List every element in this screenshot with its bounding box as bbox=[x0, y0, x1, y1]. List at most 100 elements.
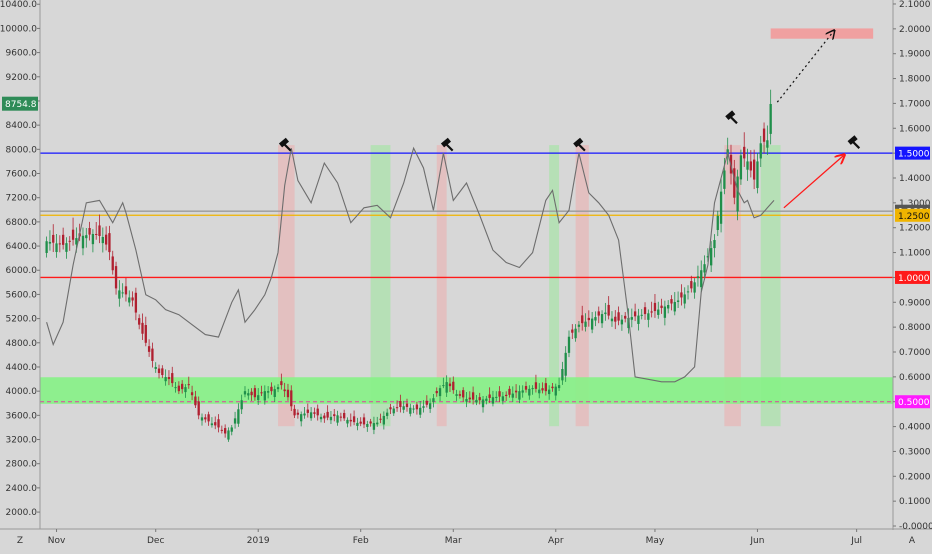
left-tick-label: 5600.0 bbox=[6, 290, 38, 300]
candle bbox=[356, 422, 359, 426]
candle bbox=[524, 386, 528, 390]
candle bbox=[128, 297, 131, 303]
candle bbox=[316, 408, 319, 416]
candle bbox=[346, 419, 349, 424]
candle bbox=[111, 256, 114, 271]
candle bbox=[759, 143, 762, 159]
candle bbox=[319, 416, 323, 420]
right-level-badge-label: 1.2500 bbox=[898, 212, 930, 222]
candle bbox=[693, 282, 696, 293]
candle bbox=[223, 428, 227, 434]
candle bbox=[690, 281, 693, 289]
candle bbox=[670, 299, 673, 304]
candle bbox=[91, 233, 95, 245]
candle bbox=[207, 414, 210, 422]
right-tick-label: 1.6000 bbox=[899, 124, 931, 134]
candle bbox=[144, 325, 147, 343]
candle bbox=[438, 388, 442, 397]
candle bbox=[200, 417, 204, 421]
candle bbox=[657, 309, 660, 315]
left-tick-label: 2400.0 bbox=[6, 484, 38, 494]
candle bbox=[471, 392, 475, 400]
candle bbox=[571, 329, 574, 333]
candle bbox=[217, 419, 220, 428]
left-tick-label: 2800.0 bbox=[6, 460, 38, 470]
right-tick-label: 0.7000 bbox=[899, 348, 931, 358]
x-tick-label: Mar bbox=[445, 536, 462, 546]
candle bbox=[300, 414, 303, 422]
candle bbox=[528, 388, 531, 396]
candle bbox=[567, 336, 571, 353]
candle bbox=[257, 395, 260, 401]
candle bbox=[637, 315, 640, 324]
candle bbox=[220, 429, 223, 431]
candle bbox=[551, 386, 554, 389]
candle bbox=[660, 305, 663, 309]
right-tick-label: 1.2000 bbox=[899, 224, 931, 234]
candle bbox=[610, 318, 614, 322]
candle bbox=[399, 401, 402, 408]
candle bbox=[101, 236, 104, 244]
candle bbox=[577, 324, 581, 327]
candle bbox=[650, 311, 653, 313]
candle bbox=[630, 317, 633, 320]
candle bbox=[458, 394, 462, 396]
candle bbox=[290, 390, 293, 407]
candle bbox=[667, 305, 670, 309]
candle bbox=[263, 391, 266, 401]
x-tick-label: Nov bbox=[48, 536, 66, 546]
candle bbox=[676, 300, 680, 302]
left-tick-label: 3600.0 bbox=[6, 411, 38, 421]
candle bbox=[554, 386, 557, 396]
candle bbox=[620, 319, 624, 325]
candle bbox=[280, 381, 283, 386]
candle bbox=[369, 421, 372, 424]
candle bbox=[663, 306, 667, 318]
left-axis-panel bbox=[0, 0, 40, 550]
candle bbox=[260, 392, 263, 394]
candle bbox=[505, 394, 508, 396]
candle bbox=[108, 233, 111, 253]
corner-left-label[interactable]: Z bbox=[17, 536, 23, 546]
candle bbox=[395, 407, 399, 409]
right-tick-label: -0.0000 bbox=[899, 522, 932, 532]
candle bbox=[58, 243, 61, 245]
x-tick-label: Dec bbox=[147, 536, 164, 546]
candle bbox=[686, 291, 690, 293]
candle bbox=[442, 385, 445, 387]
right-level-badge bbox=[895, 270, 930, 284]
candle bbox=[465, 399, 468, 402]
candle bbox=[743, 146, 746, 159]
candle bbox=[488, 394, 491, 398]
candle bbox=[561, 368, 564, 381]
corner-right-label[interactable]: A bbox=[909, 536, 916, 546]
candle bbox=[706, 256, 710, 258]
x-tick-label: 2019 bbox=[247, 536, 270, 546]
hammer-icon bbox=[573, 137, 586, 152]
candle bbox=[594, 317, 597, 321]
candle bbox=[422, 406, 425, 408]
left-tick-label: 6800.0 bbox=[6, 218, 38, 228]
candle bbox=[617, 312, 620, 321]
candle bbox=[428, 403, 432, 409]
candle bbox=[164, 377, 167, 382]
candle bbox=[746, 161, 749, 170]
right-tick-label: 1.4000 bbox=[899, 174, 931, 184]
candle bbox=[210, 423, 214, 426]
candle bbox=[435, 391, 438, 394]
x-tick-label: May bbox=[646, 536, 665, 546]
candle bbox=[627, 317, 630, 329]
candle bbox=[141, 322, 144, 334]
candle bbox=[680, 292, 683, 298]
right-level-badge-label: 1.5000 bbox=[898, 150, 930, 160]
right-tick-label: 1.9000 bbox=[899, 50, 931, 60]
candle bbox=[52, 234, 55, 243]
candle bbox=[544, 383, 548, 392]
candle bbox=[710, 248, 713, 266]
candle bbox=[475, 399, 478, 403]
candle bbox=[366, 423, 369, 427]
candle bbox=[389, 407, 392, 410]
candle bbox=[733, 168, 736, 198]
candle bbox=[402, 406, 405, 410]
